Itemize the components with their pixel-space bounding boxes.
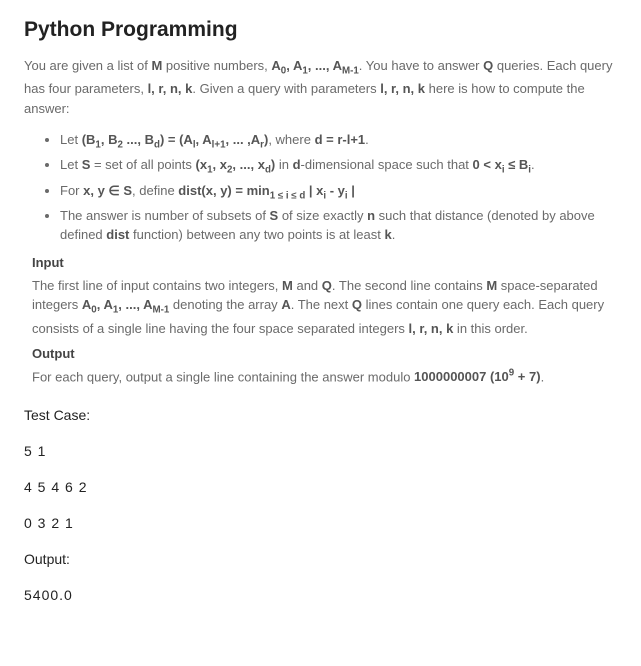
input-heading: Input xyxy=(32,255,617,270)
page-title: Python Programming xyxy=(24,18,617,42)
definition-list: Let (B1, B2 ..., Bd) = (Al, Al+1, ... ,A… xyxy=(24,130,617,245)
testcase-label: Test Case: xyxy=(24,407,617,423)
output-label: Output: xyxy=(24,551,617,567)
input-description: The first line of input contains two int… xyxy=(32,276,617,338)
definition-item: Let (B1, B2 ..., Bd) = (Al, Al+1, ... ,A… xyxy=(60,130,617,153)
output-heading: Output xyxy=(32,346,617,361)
testcase-line: 5 1 xyxy=(24,443,617,459)
definition-item: For x, y ∈ S, define dist(x, y) = min1 ≤… xyxy=(60,181,617,204)
testcase-line: 0 3 2 1 xyxy=(24,515,617,531)
output-value: 5400.0 xyxy=(24,587,617,603)
output-description: For each query, output a single line con… xyxy=(32,367,617,387)
testcase-line: 4 5 4 6 2 xyxy=(24,479,617,495)
definition-item: Let S = set of all points (x1, x2, ..., … xyxy=(60,155,617,178)
definition-item: The answer is number of subsets of S of … xyxy=(60,206,617,245)
problem-intro: You are given a list of M positive numbe… xyxy=(24,56,617,118)
